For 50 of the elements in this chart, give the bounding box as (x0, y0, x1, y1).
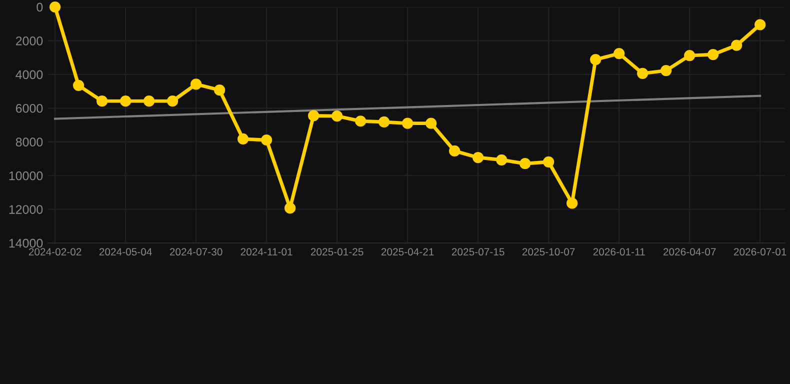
x-tick-label: 2026-07-01 (734, 248, 786, 256)
point (284, 202, 296, 214)
point (426, 118, 437, 129)
point (120, 96, 132, 107)
x-tick-label: 2024-07-30 (170, 248, 222, 256)
point (660, 64, 672, 76)
x-tick-label: 2025-04-21 (381, 248, 434, 256)
x-tick-label: 2024-02-02 (28, 248, 82, 256)
point (238, 133, 249, 145)
point (754, 19, 766, 30)
point (261, 134, 272, 146)
point (214, 84, 226, 96)
point (496, 154, 508, 166)
point (637, 68, 648, 79)
point (449, 145, 460, 157)
x-tick-label: 2024-05-04 (99, 248, 152, 256)
y-tick-label: 8000 (16, 138, 43, 147)
point (402, 118, 414, 129)
x-tick-label: 2024-11-01 (240, 248, 292, 256)
point (566, 198, 578, 209)
point (543, 156, 554, 168)
point (144, 96, 155, 107)
point (520, 158, 531, 170)
y-tick-label: 10000 (9, 171, 43, 180)
point (167, 96, 178, 107)
point (355, 116, 366, 127)
x-tick-label: 2025-10-07 (522, 248, 575, 256)
point (731, 40, 742, 51)
x-tick-label: 2025-07-15 (452, 248, 504, 256)
y-tick-label: 0 (36, 2, 43, 12)
point (708, 48, 719, 60)
point (684, 50, 696, 62)
y-tick-label: 2000 (16, 36, 43, 46)
y-tick-label: 14000 (9, 238, 43, 248)
x-tick-label: 2025-01-25 (310, 248, 364, 256)
point (72, 80, 84, 91)
x-tick-label: 2026-04-07 (663, 248, 716, 256)
point (378, 116, 390, 128)
x-tick-label: 2026-01-11 (593, 248, 645, 256)
y-tick-label: 12000 (9, 205, 43, 214)
point (332, 110, 343, 122)
y-tick-label: 4000 (16, 70, 43, 80)
point (590, 54, 602, 66)
point (472, 152, 484, 164)
point (614, 48, 625, 60)
point (308, 110, 320, 122)
y-tick-label: 6000 (16, 104, 43, 113)
point (190, 78, 202, 90)
point (49, 1, 61, 13)
point (96, 96, 108, 107)
